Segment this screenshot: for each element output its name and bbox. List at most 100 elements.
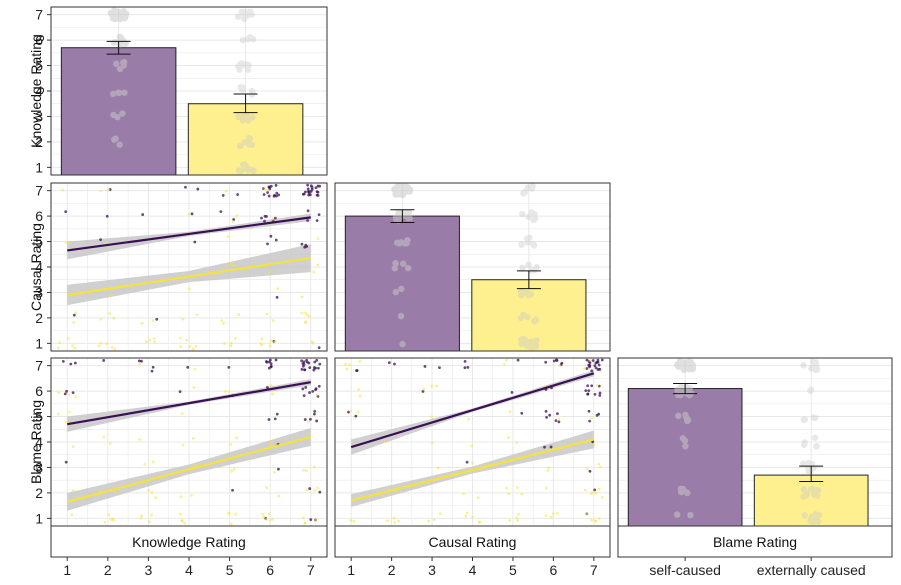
y-tick-label: 3 — [35, 108, 43, 124]
point-externally-caused — [140, 514, 143, 518]
point-self-caused — [314, 387, 318, 391]
point-externally-caused — [551, 512, 555, 515]
point-externally-caused — [598, 465, 602, 469]
point-externally-caused — [178, 336, 182, 340]
point-self-caused — [71, 391, 75, 394]
point-self-caused — [264, 215, 268, 218]
jitter-point — [526, 234, 533, 241]
jitter-point — [800, 362, 807, 369]
jitter-point — [532, 339, 539, 347]
point-externally-caused — [520, 492, 524, 496]
jitter-point — [246, 166, 254, 173]
point-self-caused — [591, 359, 595, 362]
point-self-caused — [593, 488, 597, 492]
point-externally-caused — [303, 320, 307, 324]
jitter-point — [122, 40, 129, 47]
point-self-caused — [317, 346, 321, 350]
point-externally-caused — [237, 313, 241, 317]
point-self-caused — [275, 295, 279, 299]
jitter-point — [235, 113, 242, 121]
point-externally-caused — [271, 319, 275, 322]
point-externally-caused — [113, 347, 117, 351]
point-externally-caused — [138, 438, 141, 441]
ci-band-externally-caused — [67, 244, 311, 306]
point-externally-caused — [232, 263, 236, 267]
point-self-caused — [274, 194, 278, 198]
point-self-caused — [263, 219, 266, 223]
jitter-point — [241, 161, 248, 168]
point-self-caused — [262, 193, 266, 196]
jitter-point — [250, 167, 257, 175]
point-externally-caused — [67, 241, 71, 245]
point-externally-caused — [590, 518, 594, 522]
point-externally-caused — [430, 441, 434, 445]
point-externally-caused — [108, 312, 111, 315]
point-self-caused — [552, 359, 556, 363]
jitter-point — [810, 518, 818, 525]
point-externally-caused — [273, 470, 276, 474]
panel-border — [334, 182, 611, 352]
jitter-point — [250, 167, 257, 174]
point-externally-caused — [268, 518, 272, 522]
jitter-point — [815, 518, 822, 525]
jitter-point — [523, 340, 530, 347]
jitter-point — [238, 8, 246, 16]
x-tick-label: 2 — [104, 562, 112, 578]
point-externally-caused — [180, 412, 184, 415]
jitter-point — [803, 490, 810, 497]
point-self-caused — [596, 368, 600, 371]
point-externally-caused — [66, 337, 70, 341]
point-self-caused — [304, 243, 308, 247]
point-externally-caused — [599, 369, 602, 373]
x-tick-label: 6 — [266, 562, 274, 578]
point-externally-caused — [191, 347, 195, 351]
point-externally-caused — [358, 394, 362, 398]
point-externally-caused — [515, 486, 519, 490]
point-externally-caused — [150, 491, 154, 494]
point-externally-caused — [307, 314, 311, 318]
point-self-caused — [590, 369, 594, 373]
jitter-point — [247, 8, 254, 16]
jitter-point — [810, 491, 818, 498]
point-externally-caused — [515, 516, 519, 520]
jitter-point — [800, 493, 807, 501]
bar-self-caused — [627, 388, 743, 527]
jitter-point — [807, 386, 815, 393]
fit-line-self-caused — [67, 381, 311, 426]
jitter-point — [237, 60, 244, 67]
point-externally-caused — [312, 270, 316, 274]
blame-vs-knowledge-panel: 1 2 3 4 5 6 7 Blame Rating — [28, 357, 328, 527]
point-externally-caused — [465, 511, 469, 515]
jitter-point — [241, 15, 248, 23]
point-self-caused — [73, 361, 77, 365]
point-self-caused — [300, 359, 304, 363]
point-externally-caused — [222, 321, 226, 325]
point-self-caused — [311, 390, 315, 393]
point-self-caused — [317, 384, 321, 388]
jitter-point — [244, 36, 251, 43]
x-axis-label: Knowledge Rating — [132, 534, 246, 550]
point-self-caused — [303, 368, 307, 372]
point-externally-caused — [226, 235, 230, 239]
point-self-caused — [273, 216, 277, 220]
point-self-caused — [597, 363, 601, 367]
point-externally-caused — [427, 519, 431, 523]
jitter-point — [528, 185, 536, 192]
point-self-caused — [266, 191, 270, 194]
point-self-caused — [72, 313, 76, 317]
point-externally-caused — [179, 495, 183, 499]
point-self-caused — [315, 219, 319, 222]
point-self-caused — [137, 359, 141, 363]
point-externally-caused — [583, 488, 587, 492]
point-self-caused — [593, 364, 597, 368]
point-externally-caused — [194, 463, 198, 467]
x-tick-label: 3 — [145, 562, 153, 578]
point-self-caused — [236, 193, 240, 196]
jitter-point — [685, 365, 693, 372]
x-tick-label: 4 — [469, 562, 477, 578]
point-externally-caused — [181, 317, 185, 321]
jitter-point — [814, 487, 822, 494]
point-externally-caused — [544, 514, 548, 518]
point-externally-caused — [72, 320, 75, 324]
point-externally-caused — [507, 436, 510, 439]
